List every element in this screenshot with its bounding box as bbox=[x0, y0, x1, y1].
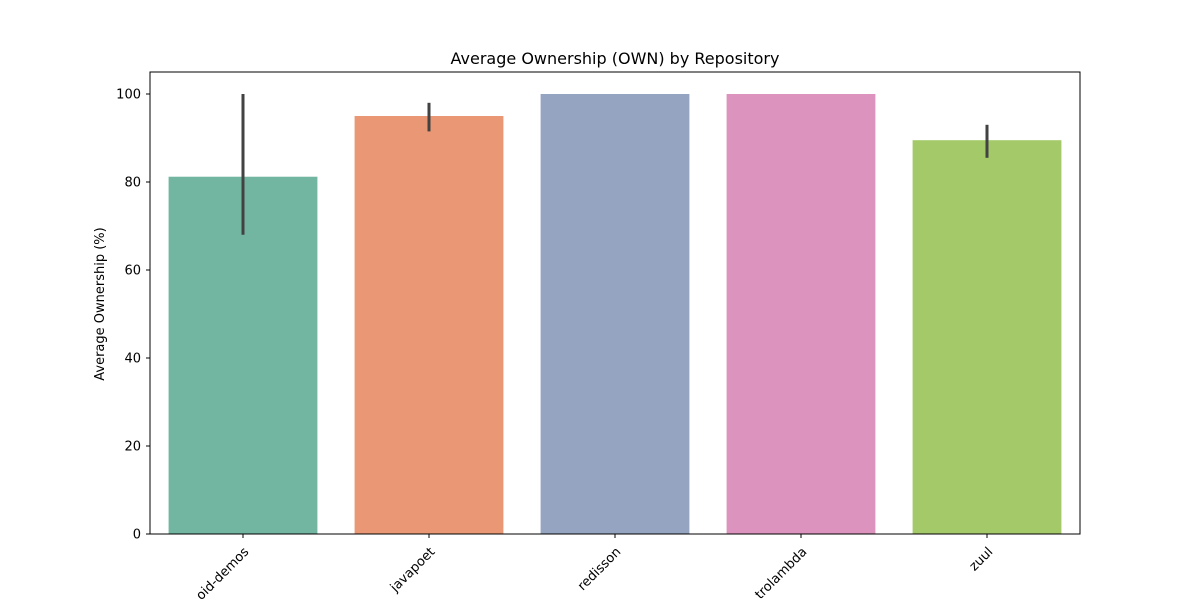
plot-frame bbox=[149, 71, 1081, 535]
error-bars-layer bbox=[241, 94, 989, 235]
y-tick-label-80: 80 bbox=[124, 176, 141, 191]
x-tick-label-javapoet: javapoet bbox=[387, 545, 438, 596]
y-tick-label-60: 60 bbox=[124, 264, 141, 279]
bar-retrolambda bbox=[726, 94, 876, 534]
y-tick-label-0: 0 bbox=[133, 528, 141, 543]
x-tick-label-redisson: redisson bbox=[575, 545, 624, 594]
chart-title: Average Ownership (OWN) by Repository bbox=[451, 49, 780, 68]
bars-layer bbox=[168, 94, 1062, 534]
y-axis-label: Average Ownership (%) bbox=[93, 227, 108, 380]
x-tick-label-android-demos: oid-demos bbox=[194, 545, 253, 600]
x-axis: oid-demos javapoet redisson trolambda zuul bbox=[194, 534, 997, 600]
bar-redisson bbox=[540, 94, 690, 534]
y-tick-label-100: 100 bbox=[116, 88, 141, 103]
bar-javapoet bbox=[354, 116, 504, 534]
y-axis: 0 20 40 60 80 100 bbox=[116, 88, 150, 543]
x-tick-label-retrolambda: trolambda bbox=[752, 545, 810, 600]
bar-android-demos bbox=[168, 176, 318, 534]
y-tick-label-40: 40 bbox=[124, 352, 141, 367]
x-tick-label-zuul: zuul bbox=[967, 545, 997, 575]
y-tick-label-20: 20 bbox=[124, 440, 141, 455]
bar-zuul bbox=[912, 140, 1062, 534]
